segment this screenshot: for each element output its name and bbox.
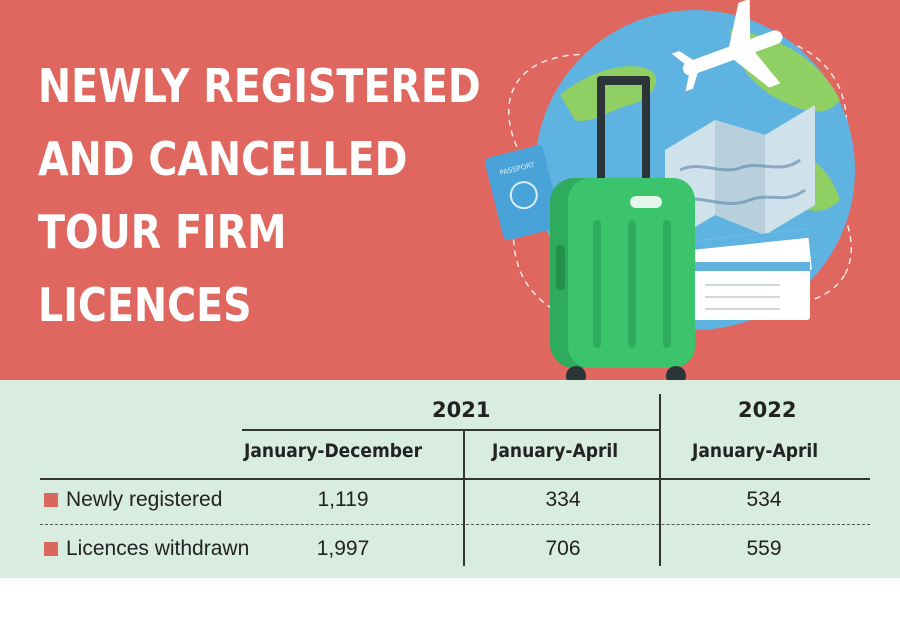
header-rule xyxy=(40,478,870,480)
column-divider xyxy=(463,431,465,479)
column-header-period: January-December xyxy=(244,440,423,462)
table-cell: 1,119 xyxy=(317,488,369,511)
column-divider xyxy=(659,394,661,479)
legend-swatch xyxy=(44,493,58,507)
table-cell: 534 xyxy=(746,488,782,511)
legend-swatch xyxy=(44,542,58,556)
table-cell: 334 xyxy=(545,488,581,511)
airplane-icon xyxy=(671,0,783,92)
table-cell: 706 xyxy=(545,537,581,560)
table-cell: 559 xyxy=(746,537,782,560)
year-header-2022: 2022 xyxy=(738,398,797,422)
suitcase-icon xyxy=(550,76,695,380)
title-line-1: NEWLY REGISTERED xyxy=(38,59,481,113)
row-divider xyxy=(40,524,870,525)
column-divider xyxy=(659,480,661,566)
year-underline xyxy=(242,429,660,431)
passport-icon: PASSPORT xyxy=(484,145,562,241)
map-icon xyxy=(665,105,815,245)
column-divider xyxy=(463,480,465,566)
title-line-4: LICENCES xyxy=(38,278,252,332)
row-label: Newly registered xyxy=(66,488,223,511)
title-line-3: TOUR FIRM xyxy=(38,205,287,259)
title-banner: NEWLY REGISTERED AND CANCELLED TOUR FIRM… xyxy=(0,0,900,380)
orbit-path-icon xyxy=(507,53,853,307)
year-header-2021: 2021 xyxy=(432,398,491,422)
ticket-icon xyxy=(692,228,812,320)
travel-illustration: PASSPORT xyxy=(484,0,855,380)
data-table: 2021 2022 January-December January-April… xyxy=(0,380,900,578)
row-label: Licences withdrawn xyxy=(66,537,250,560)
title-line-2: AND CANCELLED xyxy=(38,132,408,186)
column-header-period: January-April xyxy=(692,440,819,462)
page-title: NEWLY REGISTERED AND CANCELLED TOUR FIRM… xyxy=(38,50,481,342)
column-header-period: January-April xyxy=(492,440,619,462)
table-cell: 1,997 xyxy=(316,537,370,560)
